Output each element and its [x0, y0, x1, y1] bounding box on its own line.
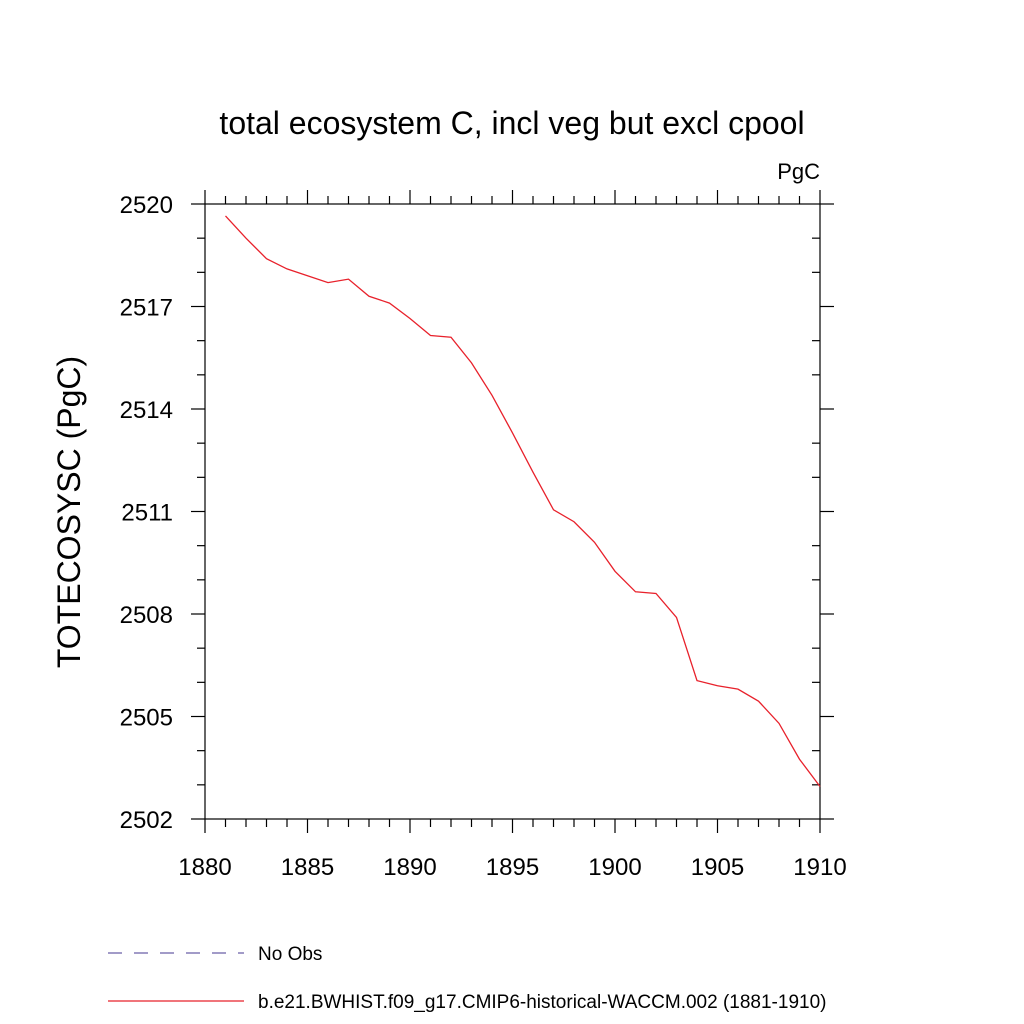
y-tick-label: 2508: [120, 602, 173, 629]
series-line: [225, 215, 821, 787]
x-tick-label: 1885: [281, 854, 334, 881]
legend-label: b.e21.BWHIST.f09_g17.CMIP6-historical-WA…: [258, 992, 826, 1013]
units-label: PgC: [777, 159, 820, 184]
y-tick-label: 2520: [120, 192, 173, 219]
chart-title: total ecosystem C, incl veg but excl cpo…: [219, 105, 804, 141]
y-axis-label: TOTECOSYSC (PgC): [51, 356, 87, 668]
x-tick-label: 1895: [486, 854, 539, 881]
legend: No Obs b.e21.BWHIST.f09_g17.CMIP6-histori…: [108, 944, 826, 1013]
y-tick-label: 2514: [120, 397, 173, 424]
x-tick-label: 1890: [383, 854, 436, 881]
legend-label: No Obs: [258, 944, 322, 965]
x-tick-label: 1910: [793, 854, 846, 881]
axis-ticks: [191, 190, 834, 833]
x-tick-label: 1900: [588, 854, 641, 881]
plot-frame: [204, 203, 821, 820]
y-tick-label: 2505: [120, 705, 173, 732]
x-tick-label: 1880: [178, 854, 231, 881]
series-lines: [225, 215, 821, 787]
y-tick-label: 2502: [120, 807, 173, 834]
y-tick-label: 2511: [121, 500, 173, 527]
axis-tick-labels: 1880 1885 1890 1895 1900 1905 1910 2502 2505 2508…: [120, 192, 847, 881]
y-tick-label: 2517: [120, 295, 173, 322]
x-tick-label: 1905: [691, 854, 744, 881]
